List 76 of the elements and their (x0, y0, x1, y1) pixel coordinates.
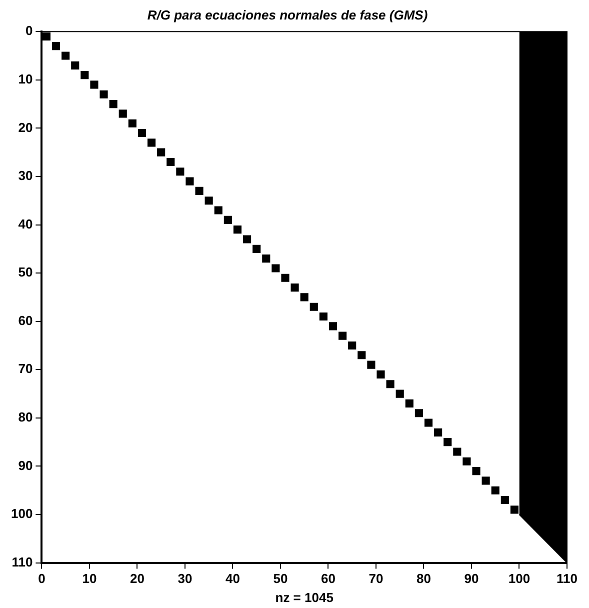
x-tick-label: 10 (82, 571, 97, 586)
point (367, 360, 376, 369)
point (434, 428, 442, 436)
x-tick-label: 0 (38, 571, 46, 586)
point (243, 235, 252, 244)
y-tick-label: 20 (18, 120, 33, 135)
point (166, 158, 175, 166)
x-tick-label: 90 (464, 571, 479, 586)
point (272, 264, 280, 272)
point (472, 467, 480, 476)
y-tick-label: 60 (18, 312, 33, 328)
y-tick-label: 30 (18, 168, 33, 184)
y-tick-label: 100 (10, 506, 33, 522)
point (328, 322, 338, 330)
y-tick-label: 10 (18, 71, 33, 86)
point (290, 284, 299, 292)
point (109, 100, 118, 108)
y-tick-label: 40 (18, 216, 33, 232)
point (90, 80, 98, 89)
point (100, 90, 108, 98)
point (405, 399, 414, 408)
x-tick-label: 50 (273, 571, 288, 586)
point (157, 148, 166, 156)
point (186, 177, 194, 186)
x-tick-label: 100 (508, 571, 530, 586)
point (204, 196, 213, 205)
point (500, 496, 509, 504)
y-tick-label: 50 (18, 264, 33, 280)
x-tick-label: 110 (556, 571, 578, 586)
point (195, 186, 204, 195)
point (252, 244, 261, 253)
point (310, 302, 318, 311)
point (62, 52, 70, 60)
point (176, 168, 184, 176)
point (52, 42, 60, 50)
point (348, 341, 356, 350)
point (42, 32, 50, 40)
point (80, 71, 89, 80)
point (462, 457, 471, 466)
point (386, 380, 394, 388)
y-tick-label: 0 (25, 23, 33, 38)
x-tick-label: 40 (225, 571, 240, 586)
point (262, 254, 270, 263)
point (424, 418, 433, 427)
point (338, 332, 347, 340)
point (444, 438, 452, 446)
x-tick-label: 80 (416, 571, 431, 586)
chart-title: R/G para ecuaciones normales de fase (GMS) (147, 7, 428, 22)
y-tick-label: 70 (18, 361, 33, 376)
point (224, 216, 232, 224)
x-axis-title: nz = 1045 (275, 590, 334, 605)
point (510, 506, 519, 514)
point (453, 448, 462, 456)
point (491, 486, 500, 494)
y-tick-label: 110 (12, 554, 33, 570)
point (118, 110, 127, 118)
point (233, 226, 242, 234)
y-tick-label: 80 (18, 410, 33, 425)
x-tick-label: 20 (130, 571, 144, 586)
point (214, 206, 222, 214)
point (396, 390, 404, 398)
point (128, 119, 136, 128)
point (319, 312, 328, 321)
x-tick-label: 70 (368, 571, 384, 586)
point (147, 138, 156, 147)
point (376, 370, 385, 378)
y-tick-label: 90 (18, 458, 33, 473)
point (138, 128, 146, 138)
x-tick-label: 30 (178, 571, 192, 586)
point (482, 476, 490, 485)
point (71, 61, 80, 70)
point (300, 293, 308, 302)
point (281, 274, 290, 282)
x-tick-label: 60 (320, 571, 336, 586)
point (414, 409, 423, 418)
point (358, 351, 366, 360)
